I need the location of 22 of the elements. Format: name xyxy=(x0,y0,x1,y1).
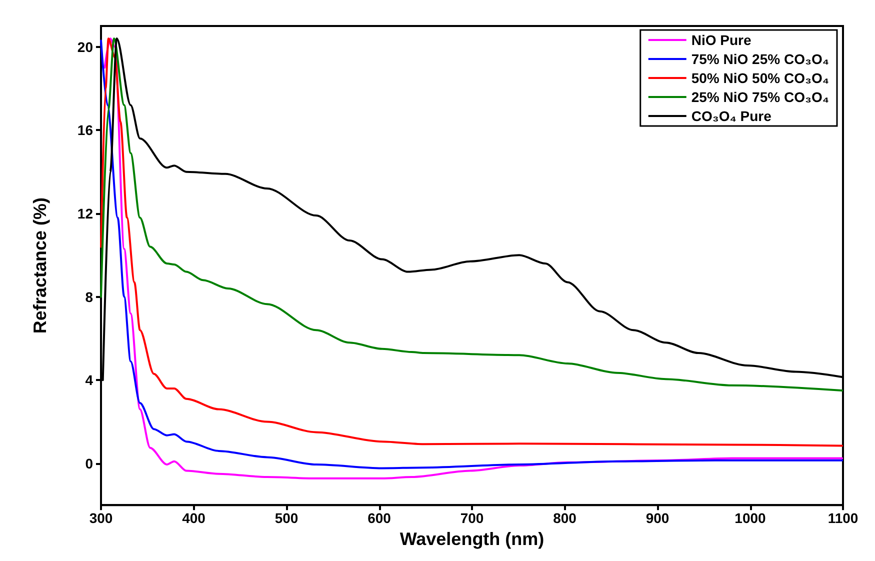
x-tick-label: 400 xyxy=(182,510,206,526)
x-tick-label: 1100 xyxy=(828,510,858,526)
x-tick-label: 600 xyxy=(368,510,392,526)
x-tick-label: 500 xyxy=(274,510,298,526)
legend-label: 75% NiO 25% CO₃O₄ xyxy=(691,51,830,67)
x-axis-title: Wavelength (nm) xyxy=(400,529,544,549)
legend-label: CO₃O₄ Pure xyxy=(691,108,772,124)
x-tick-label: 900 xyxy=(646,510,670,526)
x-tick-label: 800 xyxy=(553,510,577,526)
x-tick-label: 300 xyxy=(89,510,113,526)
y-axis-title: Refractance (%) xyxy=(30,198,50,334)
x-tick-label: 700 xyxy=(460,510,484,526)
legend-label: 50% NiO 50% CO₃O₄ xyxy=(691,70,830,86)
y-tick-label: 16 xyxy=(77,122,94,138)
y-tick-label: 0 xyxy=(85,455,94,472)
legend-label: 25% NiO 75% CO₃O₄ xyxy=(691,89,830,105)
x-tick-label: 1000 xyxy=(734,510,766,526)
y-tick-label: 8 xyxy=(85,288,94,305)
y-tick-label: 12 xyxy=(77,205,94,222)
legend-label: NiO Pure xyxy=(691,32,752,48)
y-tick-label: 20 xyxy=(77,38,94,55)
y-tick-label: 4 xyxy=(85,372,94,388)
